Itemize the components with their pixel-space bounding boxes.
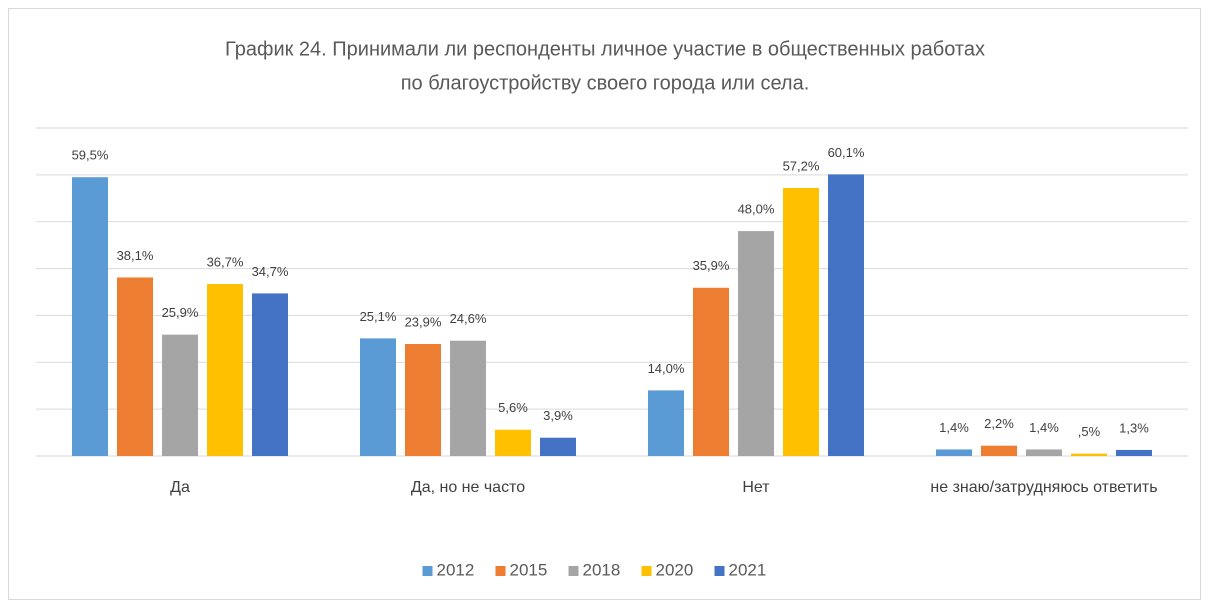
bar	[1116, 449, 1152, 456]
value-label: 60,1%	[828, 145, 865, 160]
x-label-box: Да	[170, 479, 190, 496]
legend-swatch	[714, 566, 725, 576]
x-tick-label: Да	[170, 479, 190, 496]
bar	[162, 334, 198, 456]
x-tick-label: Нет	[742, 479, 770, 496]
value-label: 23,9%	[405, 314, 442, 329]
legend-swatch	[568, 566, 579, 576]
bar	[495, 429, 531, 456]
value-label: 34,7%	[252, 264, 289, 279]
value-label: 3,9%	[543, 408, 573, 423]
x-label-box: Да, но не часто	[410, 479, 526, 496]
value-label: 1,4%	[1029, 420, 1059, 435]
bar	[540, 437, 576, 456]
legend-label: 2012	[437, 560, 475, 579]
bar	[648, 390, 684, 456]
bar	[360, 338, 396, 456]
chart-title: по благоустройству своего города или сел…	[401, 72, 810, 94]
x-label-box: не знаю/затрудняюсь ответить	[930, 479, 1158, 496]
bar	[981, 445, 1017, 456]
value-label: 38,1%	[117, 248, 154, 263]
legend-label: 2015	[510, 560, 548, 579]
x-tick-label: не знаю/затрудняюсь ответить	[930, 479, 1158, 496]
bar	[450, 340, 486, 456]
value-label: 24,6%	[450, 311, 487, 326]
legend-swatch	[641, 566, 652, 576]
value-label: ,5%	[1078, 424, 1101, 439]
legend-label: 2021	[729, 560, 767, 579]
bar	[117, 277, 153, 456]
value-label: 59,5%	[72, 148, 109, 163]
x-tick-label: Да, но не часто	[410, 479, 526, 496]
value-label: 57,2%	[783, 158, 820, 173]
x-label-box: Нет	[742, 479, 770, 496]
bar	[1026, 449, 1062, 456]
bar	[936, 449, 972, 456]
chart-title: График 24. Принимали ли респонденты личн…	[225, 38, 985, 60]
value-label: 25,1%	[360, 309, 397, 324]
bar	[828, 174, 864, 457]
bar	[405, 344, 441, 456]
bar	[783, 187, 819, 456]
value-label: 5,6%	[498, 400, 528, 415]
value-label: 14,0%	[648, 361, 685, 376]
legend-label: 2020	[656, 560, 694, 579]
value-label: 1,4%	[939, 420, 969, 435]
legend-swatch	[422, 566, 433, 576]
legend-label: 2018	[583, 560, 621, 579]
value-label: 35,9%	[693, 258, 730, 273]
bar	[72, 177, 108, 456]
bar	[252, 293, 288, 456]
value-label: 1,3%	[1119, 420, 1149, 435]
legend-swatch	[495, 566, 506, 576]
bar	[738, 231, 774, 456]
bar	[1071, 453, 1107, 456]
value-label: 36,7%	[207, 254, 244, 269]
bar	[207, 284, 243, 456]
value-label: 2,2%	[984, 416, 1014, 431]
bar	[693, 287, 729, 456]
value-label: 48,0%	[738, 202, 775, 217]
value-label: 25,9%	[162, 305, 199, 320]
